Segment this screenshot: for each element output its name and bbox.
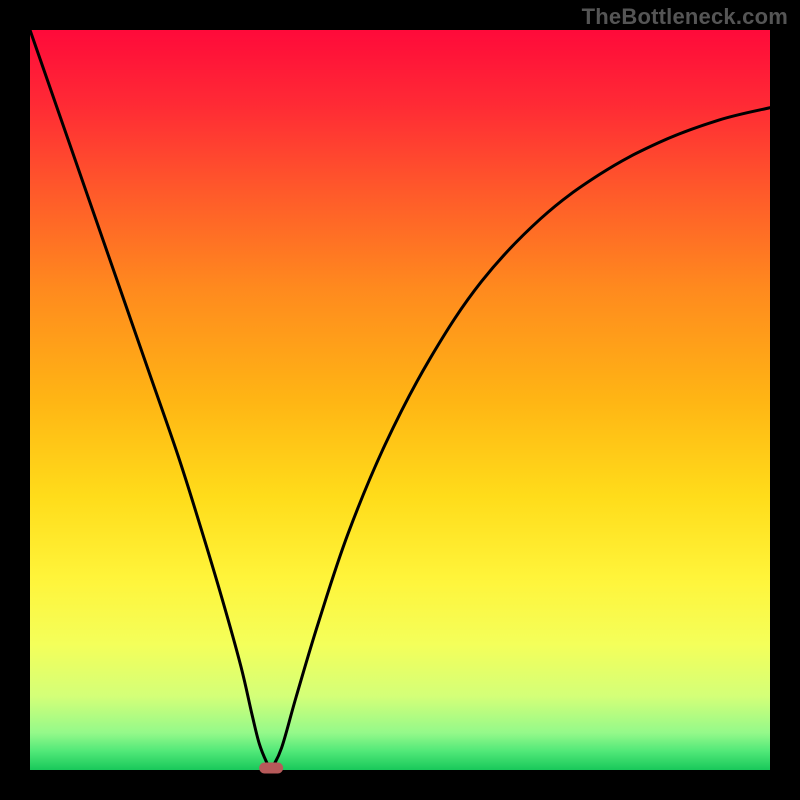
line-chart <box>30 30 770 770</box>
curve-right-branch <box>271 108 770 770</box>
plot-area <box>30 30 770 770</box>
chart-frame: TheBottleneck.com <box>0 0 800 800</box>
watermark-text: TheBottleneck.com <box>582 4 788 30</box>
minimum-marker <box>259 762 283 773</box>
curve-left-branch <box>30 30 271 769</box>
